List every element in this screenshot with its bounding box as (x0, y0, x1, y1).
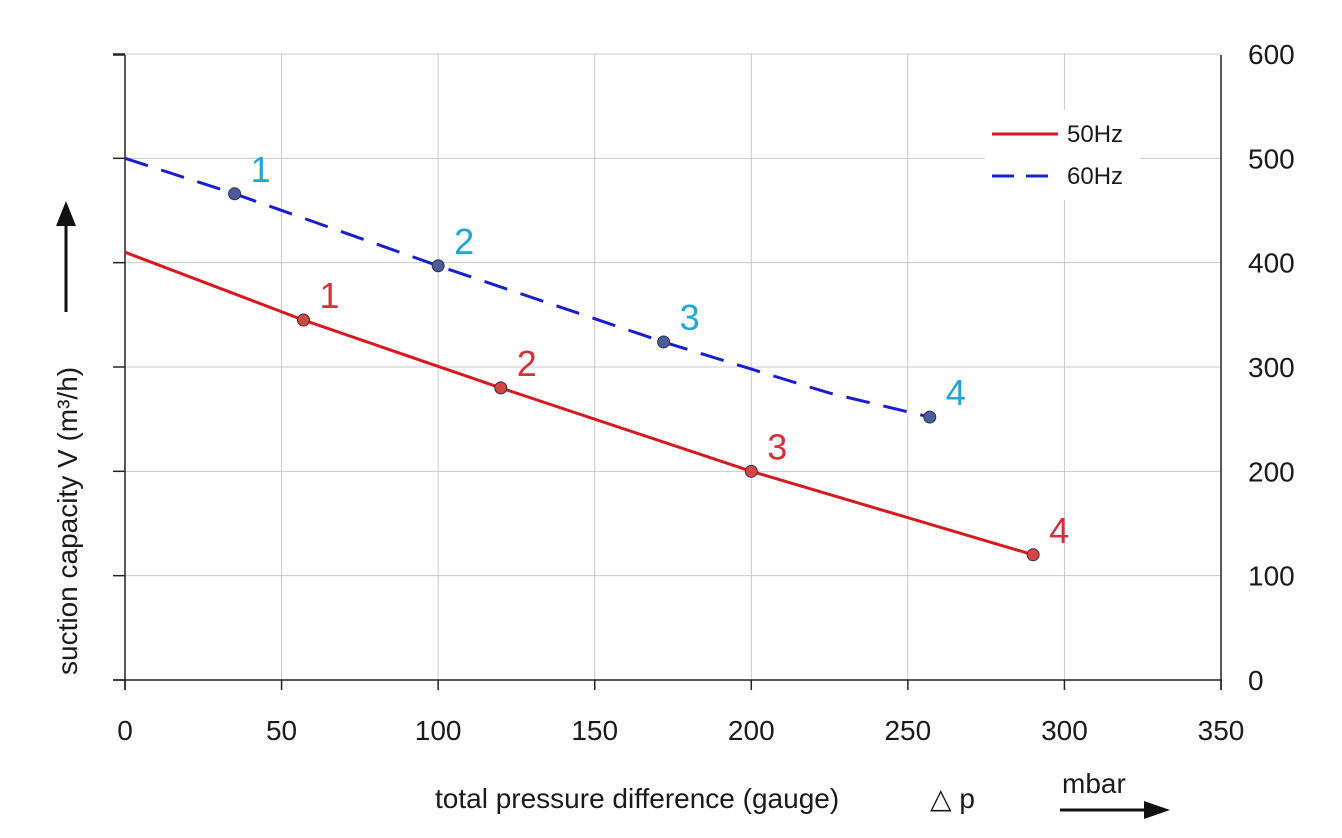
y-tick-label: 400 (1248, 248, 1295, 279)
y-tick-label: 200 (1248, 456, 1295, 487)
y-tick-label: 300 (1248, 352, 1295, 383)
y-tick-label: 600 (1248, 39, 1295, 70)
data-point-label-60hz: 2 (454, 221, 474, 262)
x-axis-title-group: total pressure difference (gauge) △ p mb… (435, 768, 1170, 819)
x-tick-labels: 0 50 100 150 200 250 300 350 (117, 715, 1244, 746)
y-tick-label: 0 (1248, 665, 1264, 696)
data-point-60hz (228, 187, 242, 201)
data-point-50hz (1026, 548, 1040, 562)
data-point-label-50hz: 3 (767, 426, 787, 467)
x-tick-label: 300 (1041, 715, 1088, 746)
data-point-60hz (431, 259, 445, 273)
legend: 50Hz 60Hz (985, 110, 1140, 200)
x-axis-unit: mbar (1062, 768, 1126, 799)
data-point-label-60hz: 1 (251, 149, 271, 190)
x-tick-label: 50 (266, 715, 297, 746)
data-point-60hz (923, 410, 937, 424)
y-axis-arrow-icon (56, 201, 76, 226)
y-tick-label: 500 (1248, 143, 1295, 174)
x-tick-label: 200 (728, 715, 775, 746)
axes (113, 55, 1222, 690)
legend-label-50hz: 50Hz (1067, 121, 1123, 148)
data-point-50hz (296, 313, 310, 327)
data-point-50hz (744, 464, 758, 478)
data-point-label-50hz: 2 (517, 343, 537, 384)
series-line-50hz (124, 250, 1034, 557)
legend-background (985, 110, 1140, 200)
y-tick-label: 100 (1248, 561, 1295, 592)
y-tick-labels: 0 100 200 300 400 500 600 (1248, 39, 1295, 696)
y-axis-title-group: suction capacity V (m³/h) (52, 201, 83, 675)
x-axis-arrow-icon (1144, 801, 1170, 819)
x-tick-label: 0 (117, 715, 133, 746)
x-tick-label: 250 (884, 715, 931, 746)
x-tick-label: 100 (415, 715, 462, 746)
data-point-50hz (494, 381, 508, 395)
data-point-60hz (657, 335, 671, 349)
data-point-label-50hz: 4 (1049, 510, 1069, 551)
series-group: 1 2 3 4 1 2 3 4 (124, 149, 1069, 562)
x-axis-symbol: △ p (930, 783, 975, 814)
data-point-label-60hz: 3 (680, 297, 700, 338)
data-point-label-60hz: 4 (946, 372, 966, 413)
data-point-label-50hz: 1 (319, 275, 339, 316)
legend-label-60hz: 60Hz (1067, 163, 1123, 190)
x-tick-label: 350 (1198, 715, 1245, 746)
x-tick-label: 150 (571, 715, 618, 746)
x-axis-title: total pressure difference (gauge) (435, 783, 839, 814)
y-axis-title: suction capacity V (m³/h) (52, 367, 83, 675)
